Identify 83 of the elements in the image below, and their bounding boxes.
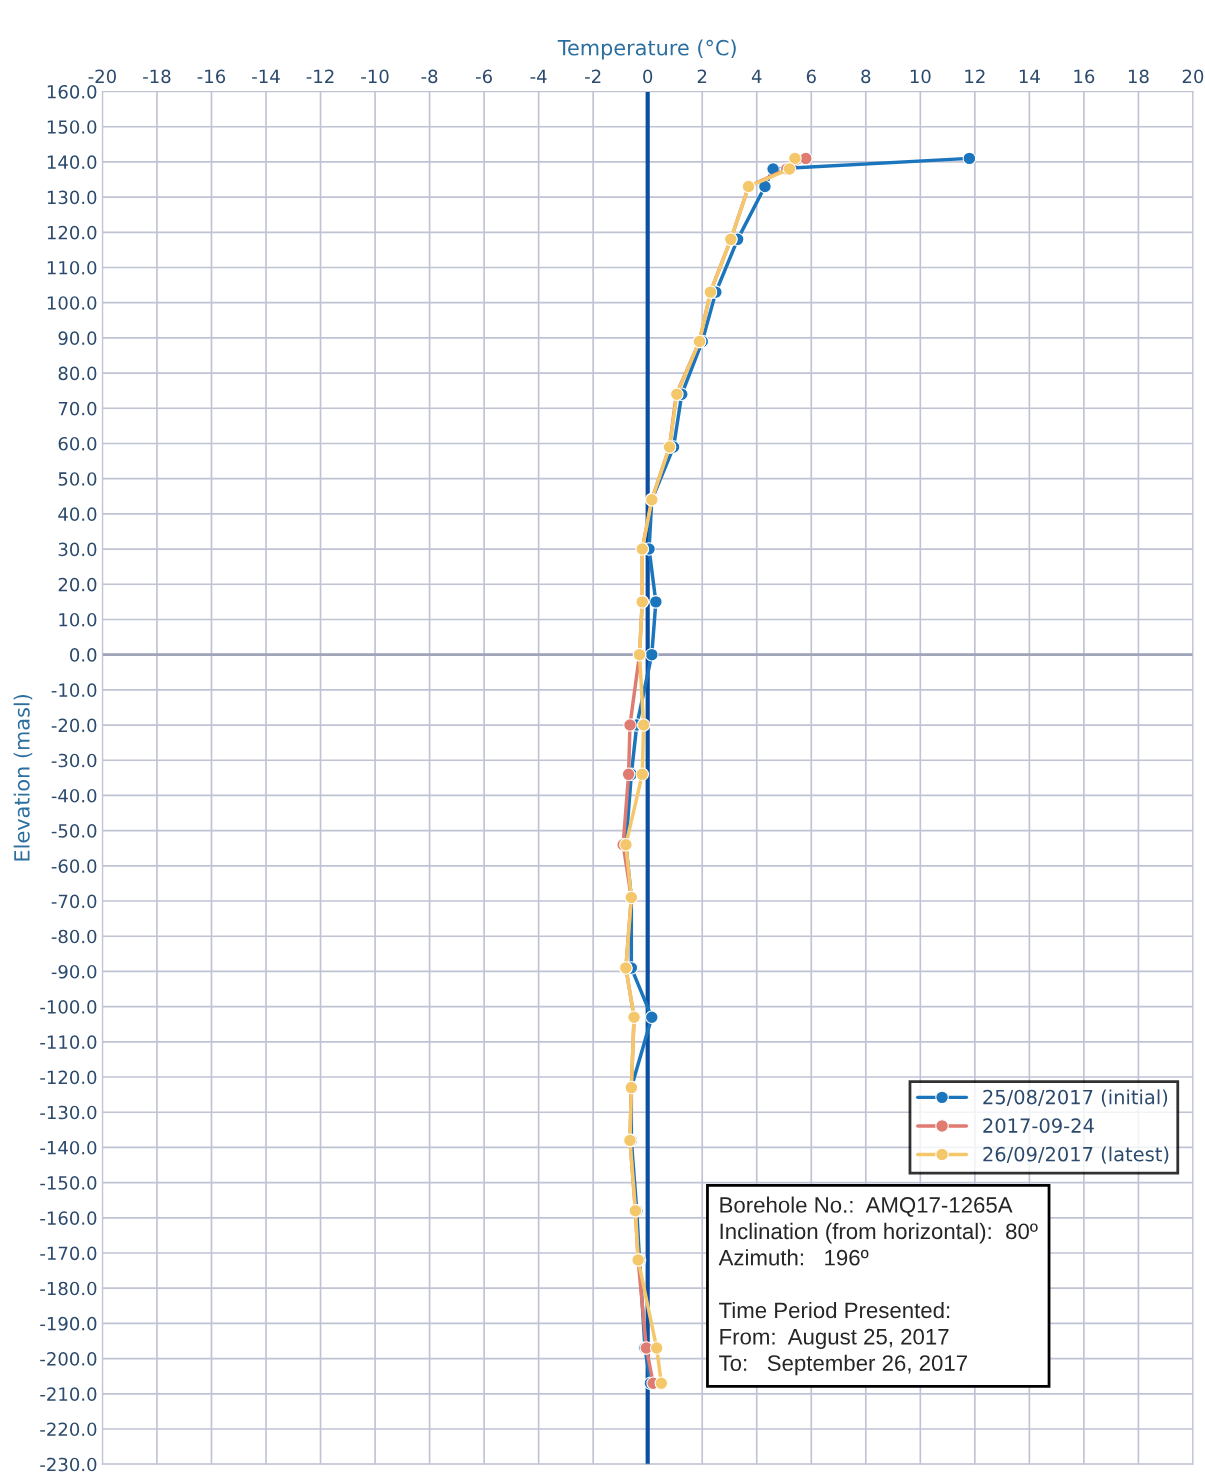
legend-label: 25/08/2017 (initial)	[983, 1089, 1168, 1107]
x-tick-label: -12	[306, 69, 334, 83]
y-tick-label: 150.0	[47, 120, 97, 134]
y-tick-label: -60.0	[51, 859, 97, 873]
y-tick-label: -180.0	[40, 1281, 97, 1296]
y-tick-label: -220.0	[40, 1422, 97, 1437]
x-tick-label: -18	[143, 69, 171, 84]
legend-label: 26/09/2017 (latest)	[983, 1146, 1169, 1164]
y-tick-label: 110.0	[47, 260, 97, 275]
point	[654, 1376, 669, 1391]
annotation: Inclination (from horizontal): 80º	[720, 1222, 1038, 1244]
annotation: Borehole No.: AMQ17-1265A	[720, 1196, 1013, 1217]
y-tick-label: -90.0	[51, 964, 97, 979]
x-tick-label: 0	[643, 69, 653, 84]
x-tick-label: 20	[1182, 69, 1204, 84]
point	[636, 718, 651, 732]
x-tick-label: -4	[530, 69, 547, 83]
annotation: From: August 25, 2017	[720, 1328, 949, 1349]
annotation: Time Period Presented:	[719, 1301, 950, 1319]
x-tick-label: 18	[1128, 69, 1149, 84]
x-tick-label: -20	[88, 69, 116, 84]
y-tick-label: 0.0	[70, 648, 97, 662]
point	[649, 1341, 664, 1355]
x-tick-label: 12	[965, 69, 985, 83]
y-tick-label: -170.0	[40, 1246, 97, 1261]
y-tick-label: -30.0	[51, 753, 97, 768]
point	[962, 151, 977, 166]
y-tick-label: -230.0	[40, 1457, 97, 1472]
point	[788, 151, 802, 166]
x-tick-label: -10	[361, 69, 389, 84]
y-tick-label: 90.0	[58, 331, 97, 346]
x-tick-label: 6	[806, 69, 816, 84]
y-tick-label: 30.0	[58, 542, 97, 557]
y-tick-label: 120.0	[47, 225, 97, 240]
y-tick-label: -70.0	[51, 894, 97, 909]
x-tick-label: 2	[697, 69, 707, 83]
x-axis-title: Temperature (°C)	[557, 39, 736, 60]
y-tick-label: 100.0	[47, 296, 97, 310]
x-tick-label: 14	[1019, 69, 1040, 83]
y-tick-label: -130.0	[40, 1105, 97, 1120]
x-tick-label: -14	[252, 69, 280, 83]
y-axis-title: Elevation (masl)	[13, 694, 33, 861]
x-tick-label: -16	[197, 69, 226, 84]
x-tick-label: 16	[1074, 69, 1095, 84]
annotation: Azimuth: 196º	[718, 1249, 869, 1266]
point	[635, 767, 649, 782]
y-tick-label: -80.0	[51, 929, 97, 944]
y-tick-label: 130.0	[47, 190, 97, 205]
x-tick-label: -2	[585, 69, 601, 83]
y-tick-label: -40.0	[51, 788, 97, 803]
y-tick-label: -200.0	[40, 1352, 97, 1366]
x-tick-label: 8	[861, 69, 871, 84]
y-tick-label: -50.0	[51, 824, 97, 838]
point	[799, 151, 813, 166]
y-tick-label: 10.0	[59, 612, 97, 627]
y-tick-label: 60.0	[58, 436, 97, 451]
y-tick-label: 140.0	[47, 155, 97, 170]
y-tick-label: 160.0	[47, 84, 97, 99]
y-tick-label: -160.0	[40, 1211, 97, 1225]
point	[645, 647, 659, 662]
y-tick-label: -10.0	[51, 683, 97, 697]
y-tick-label: -210.0	[40, 1387, 97, 1401]
point	[645, 1010, 659, 1024]
legend-label: 2017-09-24	[983, 1118, 1094, 1133]
y-tick-label: 50.0	[58, 472, 97, 486]
x-tick-label: 4	[751, 69, 762, 83]
annotation: To: September 26, 2017	[719, 1354, 967, 1376]
point	[623, 718, 637, 732]
y-tick-label: 20.0	[58, 577, 97, 592]
y-tick-label: -190.0	[40, 1316, 97, 1331]
point	[649, 595, 663, 609]
x-tick-label: 10	[910, 69, 931, 84]
y-tick-label: 70.0	[58, 401, 97, 416]
x-tick-label: -8	[421, 69, 438, 84]
y-tick-label: -100.0	[40, 1000, 97, 1014]
y-tick-label: -150.0	[40, 1176, 97, 1190]
y-tick-label: 80.0	[58, 366, 97, 381]
y-tick-label: -20.0	[51, 718, 97, 733]
y-tick-label: -120.0	[40, 1070, 97, 1085]
y-tick-label: -110.0	[40, 1035, 97, 1049]
y-tick-label: -140.0	[40, 1140, 97, 1155]
x-tick-label: -6	[475, 69, 492, 84]
y-tick-label: 40.0	[58, 507, 97, 521]
